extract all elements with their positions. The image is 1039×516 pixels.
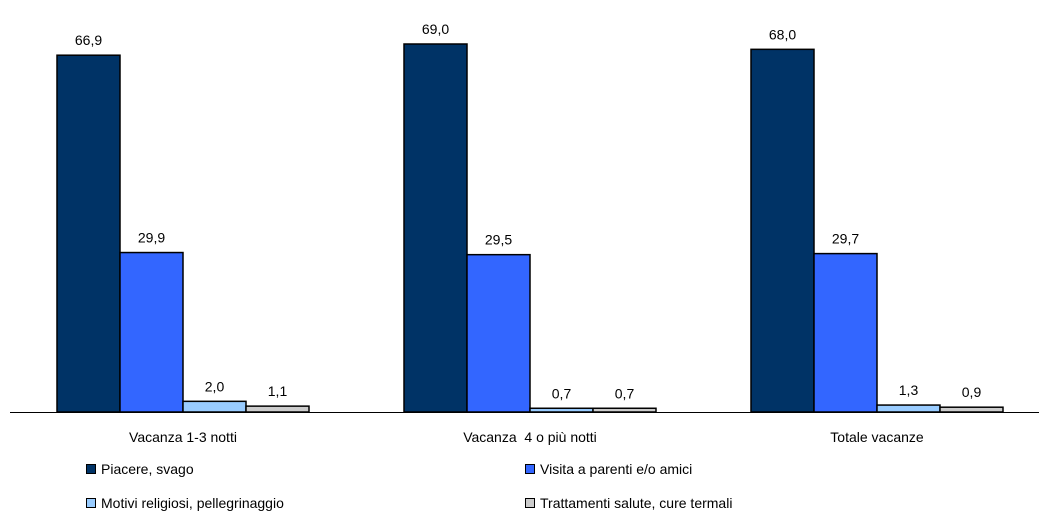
bar-4-1 — [245, 405, 310, 413]
data-label-4-2: 0,7 — [615, 385, 635, 401]
category-label-2: Vacanza 4 o più notti — [463, 429, 597, 445]
data-label-4-3: 0,9 — [962, 384, 982, 400]
bar-1-1 — [56, 54, 121, 413]
legend-item-3: Motivi religiosi, pellegrinaggio — [86, 495, 284, 511]
legend: Piacere, svago Visita a parenti e/o amici… — [0, 455, 1039, 515]
bar-3-2 — [529, 407, 594, 413]
legend-swatch-1 — [86, 464, 96, 474]
data-label-4-1: 1,1 — [268, 383, 288, 399]
category-label-1: Vacanza 1-3 notti — [129, 429, 237, 445]
bar-3-1 — [182, 400, 247, 413]
bar-chart: 66,9 29,9 2,0 1,1 Vacanza 1-3 notti 69,0 29,5 0… — [10, 21, 1039, 445]
data-label-2-3: 29,7 — [832, 231, 859, 247]
data-label-2-2: 29,5 — [485, 232, 512, 248]
legend-item-2: Visita a parenti e/o amici — [525, 461, 692, 477]
data-label-3-2: 0,7 — [552, 385, 572, 401]
legend-label-3: Motivi religiosi, pellegrinaggio — [101, 495, 284, 511]
data-label-1-2: 69,0 — [422, 21, 449, 37]
bar-1-2 — [403, 43, 468, 413]
legend-swatch-2 — [525, 464, 535, 474]
data-label-2-1: 29,9 — [138, 230, 165, 246]
bar-2-1 — [119, 251, 184, 413]
data-label-1-3: 68,0 — [769, 26, 796, 42]
legend-label-4: Trattamenti salute, cure termali — [540, 495, 733, 511]
legend-swatch-3 — [86, 498, 96, 508]
category-label-3: Totale vacanze — [830, 429, 924, 445]
legend-label-1: Piacere, svago — [101, 461, 194, 477]
bar-4-2 — [592, 407, 657, 413]
bar-1-3 — [750, 48, 815, 413]
legend-swatch-4 — [525, 498, 535, 508]
legend-item-1: Piacere, svago — [86, 461, 194, 477]
data-label-1-1: 66,9 — [75, 32, 102, 48]
legend-item-4: Trattamenti salute, cure termali — [525, 495, 732, 511]
bar-2-3 — [813, 252, 878, 413]
bar-2-2 — [466, 253, 531, 413]
bar-4-3 — [939, 406, 1004, 413]
legend-label-2: Visita a parenti e/o amici — [540, 461, 693, 477]
data-label-3-3: 1,3 — [899, 382, 919, 398]
bar-3-3 — [876, 404, 941, 413]
data-label-3-1: 2,0 — [205, 378, 225, 394]
